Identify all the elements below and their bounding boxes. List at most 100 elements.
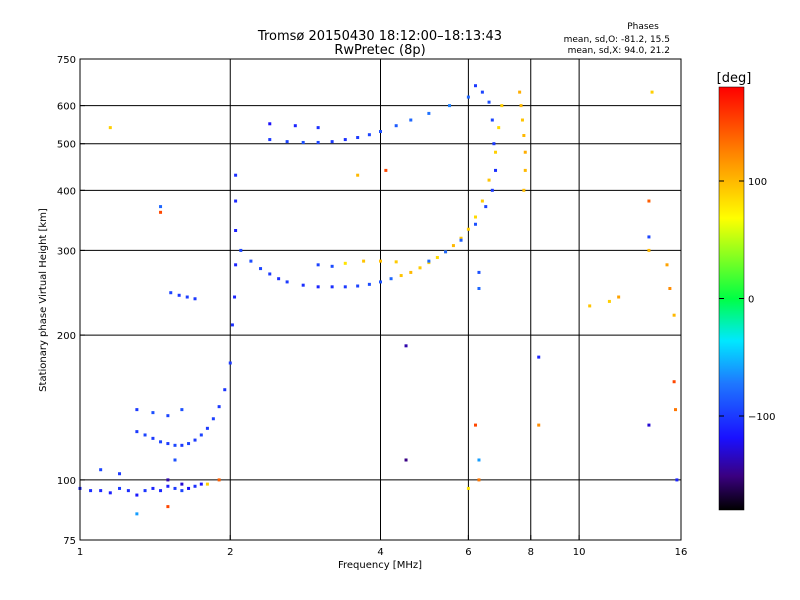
data-point [492,142,496,146]
data-point [418,266,422,270]
data-point [494,150,498,154]
data-point [409,270,413,274]
data-point [537,355,541,359]
data-point [151,436,155,440]
data-point [399,274,403,278]
colorbar-label: [deg] [717,71,752,86]
data-point [459,238,463,242]
data-point [647,199,651,203]
data-point [466,486,470,490]
data-point [522,134,526,138]
data-point [89,489,93,493]
data-point [211,417,215,421]
data-point [166,442,170,446]
data-point [316,285,320,289]
data-point [293,124,297,128]
data-point [519,104,523,108]
x-tick-label: 8 [528,547,534,558]
data-point [205,482,209,486]
data-point [480,199,484,203]
data-point [166,478,170,482]
data-point [394,124,398,128]
data-point [647,248,651,252]
data-point [466,227,470,231]
data-point [166,484,170,488]
data-point [367,282,371,286]
data-point [316,126,320,130]
grid-layer [80,59,681,540]
chart-subtitle: RwPretec (8p) [334,43,425,58]
data-point [301,283,305,287]
chart-title: Tromsø 20150430 18:12:00–18:13:43 [257,29,502,44]
data-point [234,263,238,267]
data-point [159,489,163,493]
data-point [228,361,232,365]
data-point [316,263,320,267]
data-point [108,491,112,495]
data-point [518,90,522,94]
data-point [285,140,289,144]
data-point [367,133,371,137]
data-point [477,270,481,274]
data-point [394,260,398,264]
points-layer [78,84,679,516]
data-point [173,486,177,490]
data-point [379,280,382,284]
data-point [473,423,477,427]
data-point [427,259,431,263]
data-point [389,277,393,281]
data-point [239,248,243,252]
data-point [159,205,163,209]
y-tick-label: 100 [57,476,76,487]
data-point [520,118,524,122]
data-point [187,486,191,490]
x-tick-label: 6 [465,547,471,558]
y-tick-label: 300 [57,246,76,257]
data-point [523,150,527,154]
data-point [268,138,272,142]
data-point [185,295,189,299]
data-point [672,380,676,384]
data-point [277,277,281,281]
data-point [473,84,477,88]
data-point [647,235,651,239]
colorbar-tick-label: 100 [748,177,767,188]
data-point [173,458,177,462]
data-point [180,408,184,412]
data-point [362,259,366,263]
data-point [665,263,669,267]
data-point [379,259,382,263]
data-point [487,100,491,104]
data-point [193,438,197,442]
data-point [118,472,122,476]
y-tick-label: 400 [57,186,76,197]
data-point [477,458,481,462]
data-point [143,433,147,437]
data-point [259,267,263,271]
data-point [159,210,163,214]
data-point [173,443,177,447]
data-point [487,178,491,182]
data-point [404,458,408,462]
data-point [650,90,654,94]
y-axis-label: Stationary phase Virtual Height [km] [38,208,49,392]
data-point [166,414,170,418]
data-point [234,228,238,232]
data-point [193,297,197,301]
data-point [233,295,237,299]
x-axis-label: Frequency [MHz] [338,560,422,571]
data-point [494,168,498,172]
data-point [588,304,592,308]
data-point [409,118,413,122]
y-tick-label: 750 [57,55,76,66]
phases-o: mean, sd,O: -81.2, 15.5 [564,35,670,45]
data-point [523,168,527,172]
data-point [169,291,173,295]
data-point [427,111,431,115]
data-point [675,478,679,482]
colorbar-tick-label: −100 [748,412,775,423]
data-point [285,280,289,284]
data-point [500,104,504,108]
y-tick-label: 200 [57,331,76,342]
